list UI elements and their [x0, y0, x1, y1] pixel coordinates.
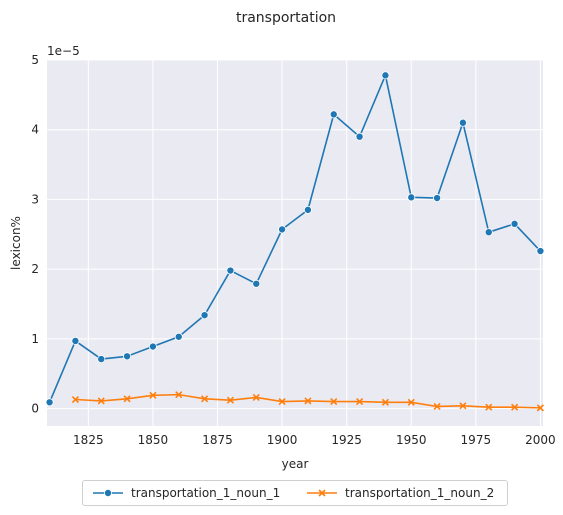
series-1-point	[304, 206, 311, 213]
series-1-point	[72, 337, 79, 344]
y-tick-label: 2	[31, 262, 39, 276]
x-axis-label: year	[282, 457, 309, 471]
series-1-point	[356, 133, 363, 140]
y-tick-label: 0	[31, 402, 39, 416]
legend-label-series-2: transportation_1_noun_2	[345, 486, 494, 500]
y-tick-label: 3	[31, 192, 39, 206]
series-1-point	[511, 220, 518, 227]
y-tick-label: 4	[31, 123, 39, 137]
series-1-point	[98, 355, 105, 362]
series-1-point	[459, 119, 466, 126]
x-tick-label: 2000	[525, 433, 556, 447]
series-1-point	[485, 229, 492, 236]
x-tick-label: 1850	[138, 433, 169, 447]
x-tick-label: 1825	[73, 433, 104, 447]
y-tick-label: 1	[31, 332, 39, 346]
y-axis-label: lexicon%	[9, 216, 23, 270]
x-axis: 1825 1850 1875 1900 1925 1950 1975 2000	[73, 433, 556, 447]
series-1-point	[433, 194, 440, 201]
series-1-point	[408, 194, 415, 201]
y-axis: 0 1 2 3 4 5	[31, 53, 39, 416]
series-1-point	[382, 72, 389, 79]
x-tick-label: 1875	[202, 433, 233, 447]
x-tick-label: 1900	[267, 433, 298, 447]
series-1-point	[537, 247, 544, 254]
series-1-point	[253, 280, 260, 287]
chart-title: transportation	[236, 10, 336, 26]
y-tick-label: 5	[31, 53, 39, 67]
legend: transportation_1_noun_1 transportation_1…	[82, 480, 508, 506]
x-tick-label: 1925	[331, 433, 362, 447]
x-tick-label: 1975	[461, 433, 492, 447]
series-1-point	[201, 312, 208, 319]
legend-item-series-1: transportation_1_noun_1	[93, 481, 280, 505]
series-1-point	[46, 399, 53, 406]
series-1-point	[175, 333, 182, 340]
legend-item-series-2: transportation_1_noun_2	[307, 481, 494, 505]
series-1-point	[278, 226, 285, 233]
series-1-point	[149, 343, 156, 350]
series-1-point	[123, 353, 130, 360]
circle-marker-icon	[93, 487, 123, 499]
legend-label-series-1: transportation_1_noun_1	[131, 486, 280, 500]
series-1-point	[227, 267, 234, 274]
plot-area	[47, 60, 543, 426]
x-tick-label: 1950	[396, 433, 427, 447]
y-scale-label: 1e−5	[47, 44, 80, 58]
x-marker-icon	[307, 487, 337, 499]
series-1-point	[330, 111, 337, 118]
